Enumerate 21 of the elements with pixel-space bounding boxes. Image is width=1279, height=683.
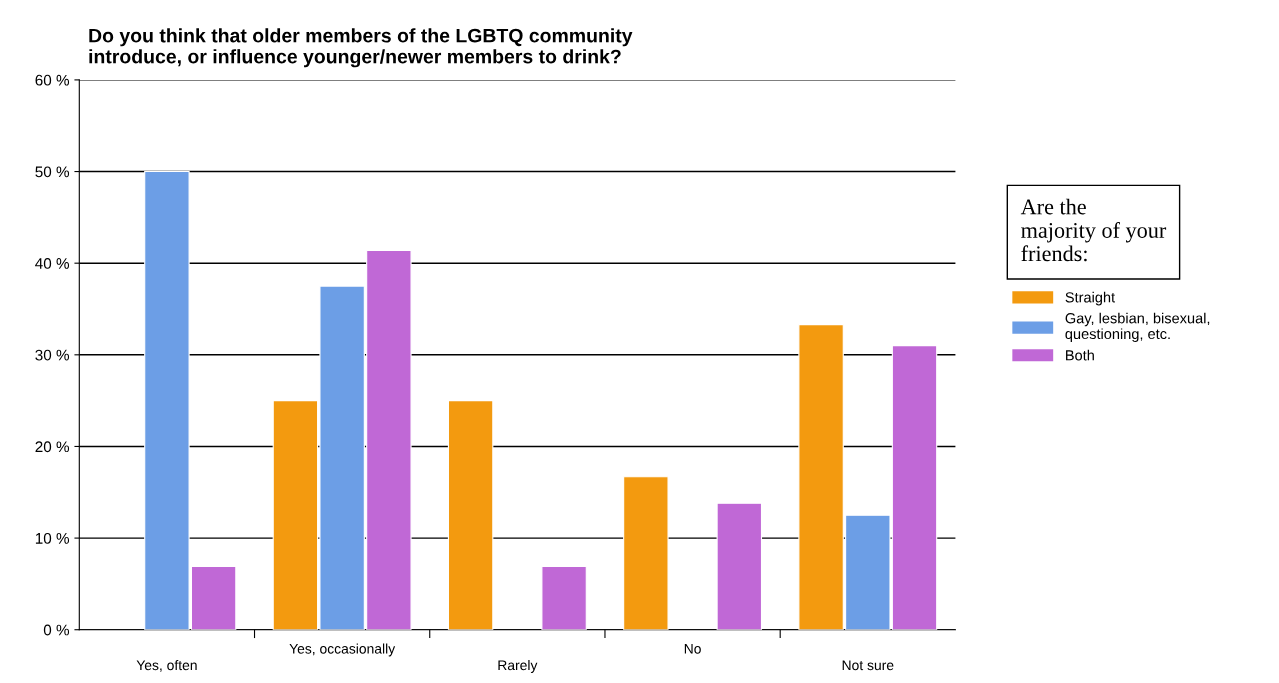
bar — [541, 565, 587, 630]
legend-label: Both — [1066, 349, 1094, 361]
y-tick-label: 30 % — [35, 349, 70, 361]
chart-title: Do you think that older members of the LGBTQ community introduce, or influence younger/newer members to drink? — [89, 28, 633, 68]
legend-label: Straight — [1065, 291, 1115, 306]
bar — [716, 502, 763, 630]
y-tick-label: 40 % — [35, 258, 70, 269]
x-tick-label: No — [684, 643, 701, 654]
x-tick-label: Rarely — [498, 659, 538, 673]
y-tick-label: 50 % — [35, 166, 70, 178]
legend-title: Are the majority of your friends: — [1020, 198, 1167, 262]
y-tick-label: 10 % — [35, 532, 70, 544]
bar — [623, 476, 669, 630]
bar — [447, 400, 494, 630]
legend-label: Gay, lesbian, bisexual, questioning, etc. — [1065, 312, 1210, 342]
y-tick-label: 20 % — [35, 441, 70, 453]
x-tick-label: Yes, often — [136, 659, 197, 672]
x-tick-label: Yes, occasionally — [289, 643, 396, 657]
y-tick-label: 60 % — [35, 74, 70, 86]
x-tick-label: Not sure — [842, 660, 894, 671]
y-tick-label: 0 % — [43, 624, 70, 636]
